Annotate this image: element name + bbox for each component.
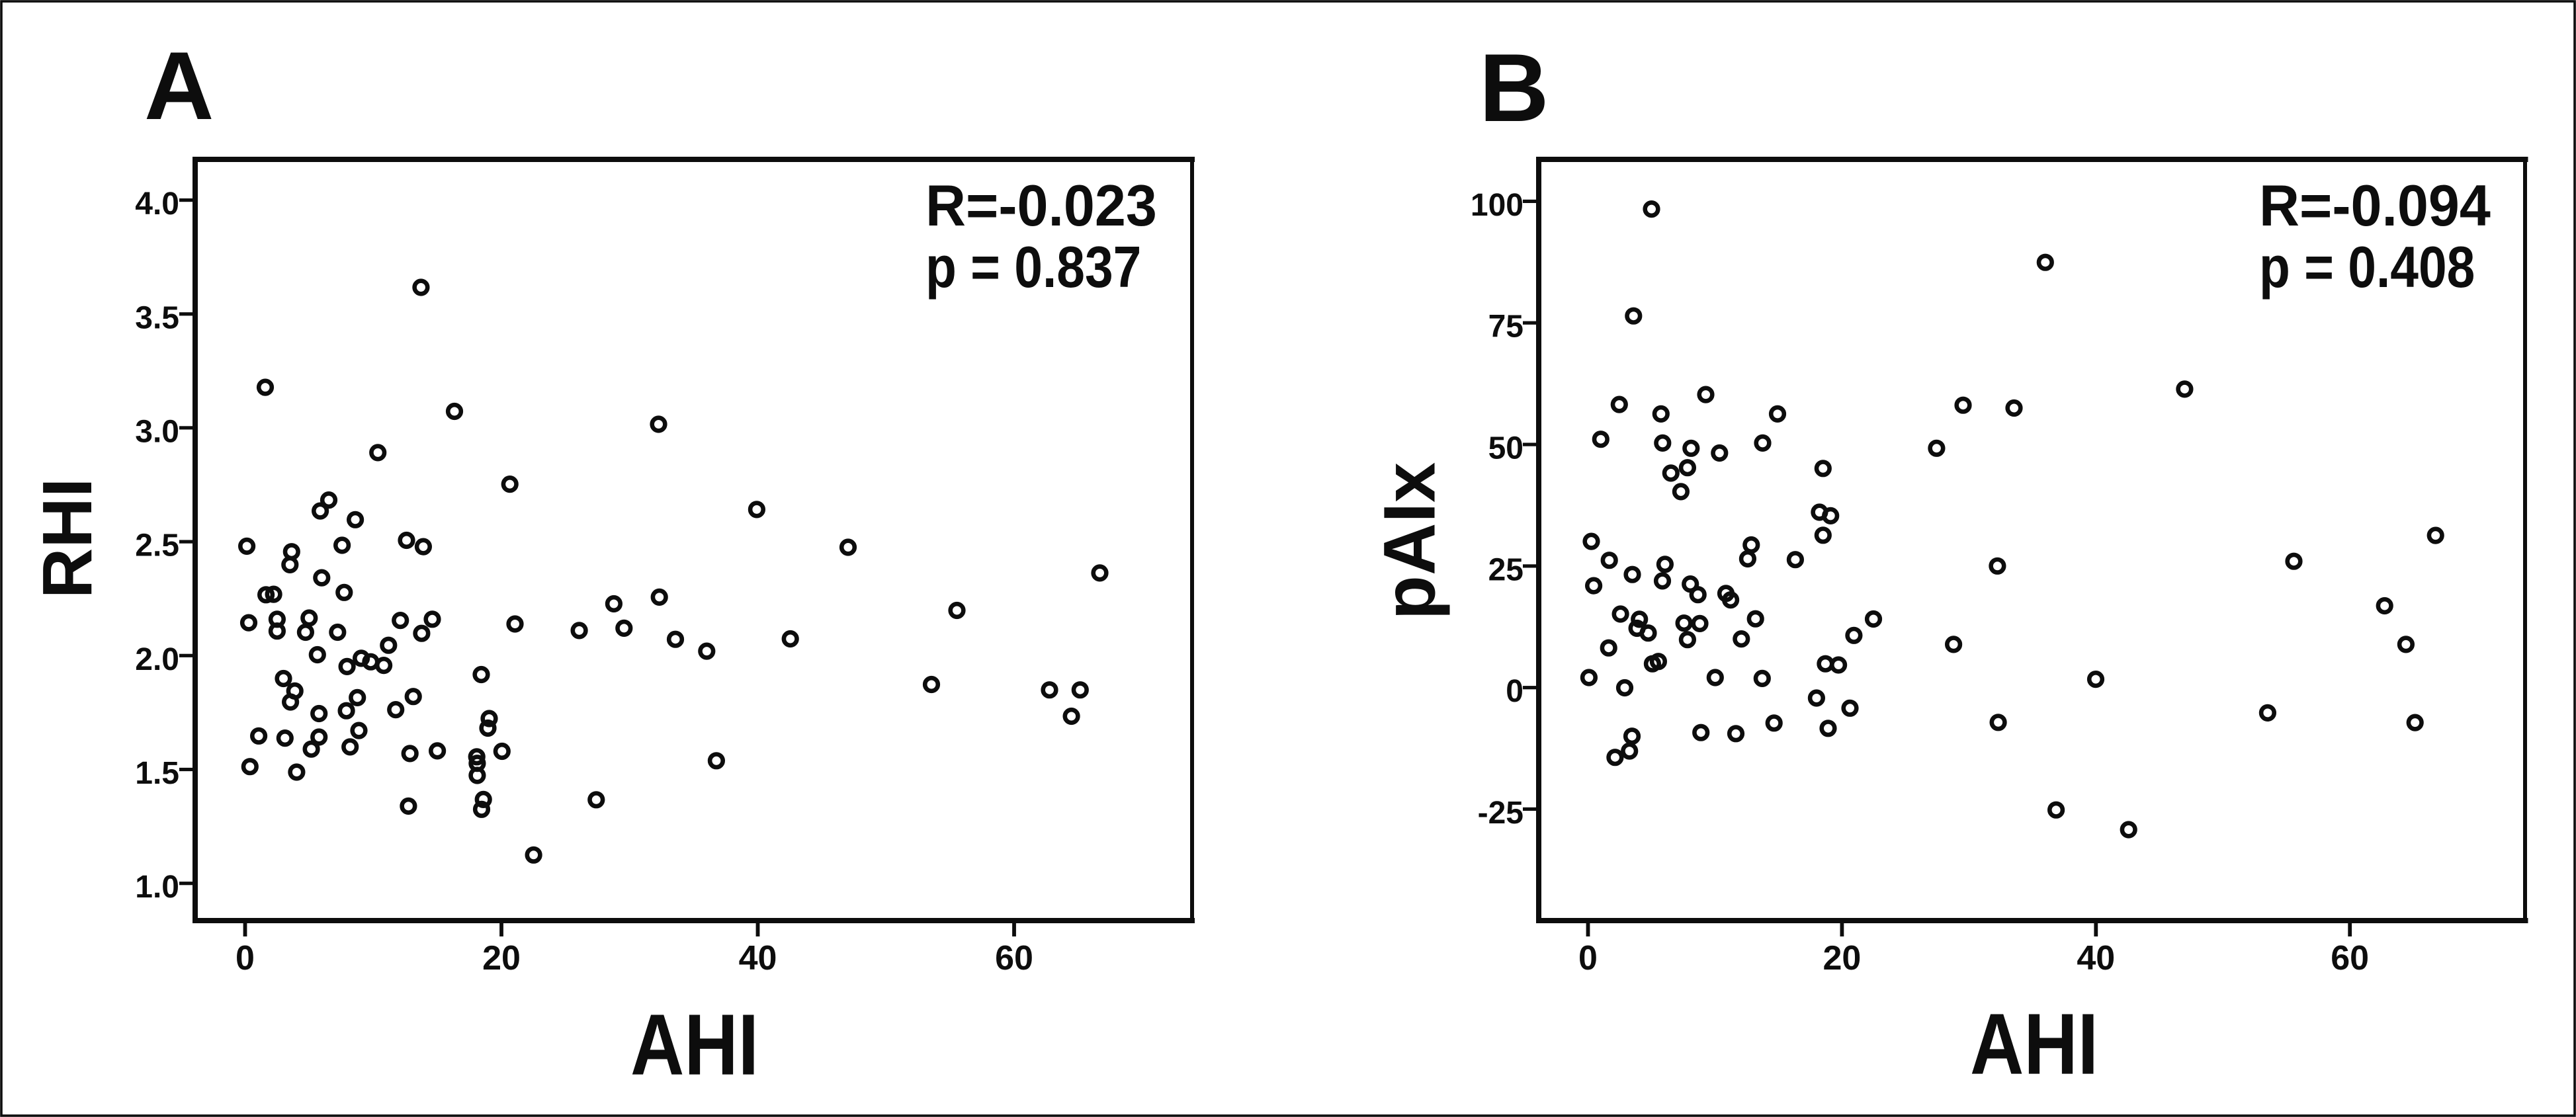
svg-text:0: 0	[236, 939, 255, 977]
svg-text:3.0: 3.0	[135, 414, 179, 449]
svg-text:R=-0.023: R=-0.023	[925, 173, 1157, 238]
svg-text:40: 40	[2077, 939, 2115, 977]
svg-text:100: 100	[1471, 188, 1524, 223]
svg-text:40: 40	[739, 939, 777, 977]
svg-text:20: 20	[1823, 939, 1861, 977]
svg-text:2.0: 2.0	[135, 642, 179, 677]
svg-text:3.5: 3.5	[135, 300, 179, 335]
svg-text:p = 0.408: p = 0.408	[2259, 235, 2475, 300]
svg-text:AHI: AHI	[1970, 995, 2098, 1093]
svg-text:4.0: 4.0	[135, 186, 179, 222]
svg-text:p = 0.837: p = 0.837	[925, 235, 1141, 300]
svg-text:0: 0	[1578, 939, 1598, 977]
svg-text:75: 75	[1488, 310, 1524, 345]
svg-text:1.5: 1.5	[135, 756, 179, 791]
svg-text:20: 20	[482, 939, 521, 977]
svg-text:pAIx: pAIx	[1369, 462, 1451, 620]
svg-text:-25: -25	[1478, 796, 1524, 831]
svg-text:60: 60	[995, 939, 1033, 977]
svg-text:2.5: 2.5	[135, 528, 179, 563]
svg-text:RHI: RHI	[28, 478, 107, 599]
svg-text:AHI: AHI	[630, 996, 759, 1093]
svg-text:0: 0	[1506, 674, 1524, 709]
svg-text:1.0: 1.0	[135, 870, 179, 905]
svg-text:A: A	[144, 32, 214, 140]
svg-text:B: B	[1479, 34, 1549, 142]
svg-text:R=-0.094: R=-0.094	[2259, 173, 2491, 238]
svg-text:60: 60	[2331, 939, 2369, 977]
svg-text:50: 50	[1488, 431, 1524, 466]
svg-text:25: 25	[1488, 552, 1524, 587]
